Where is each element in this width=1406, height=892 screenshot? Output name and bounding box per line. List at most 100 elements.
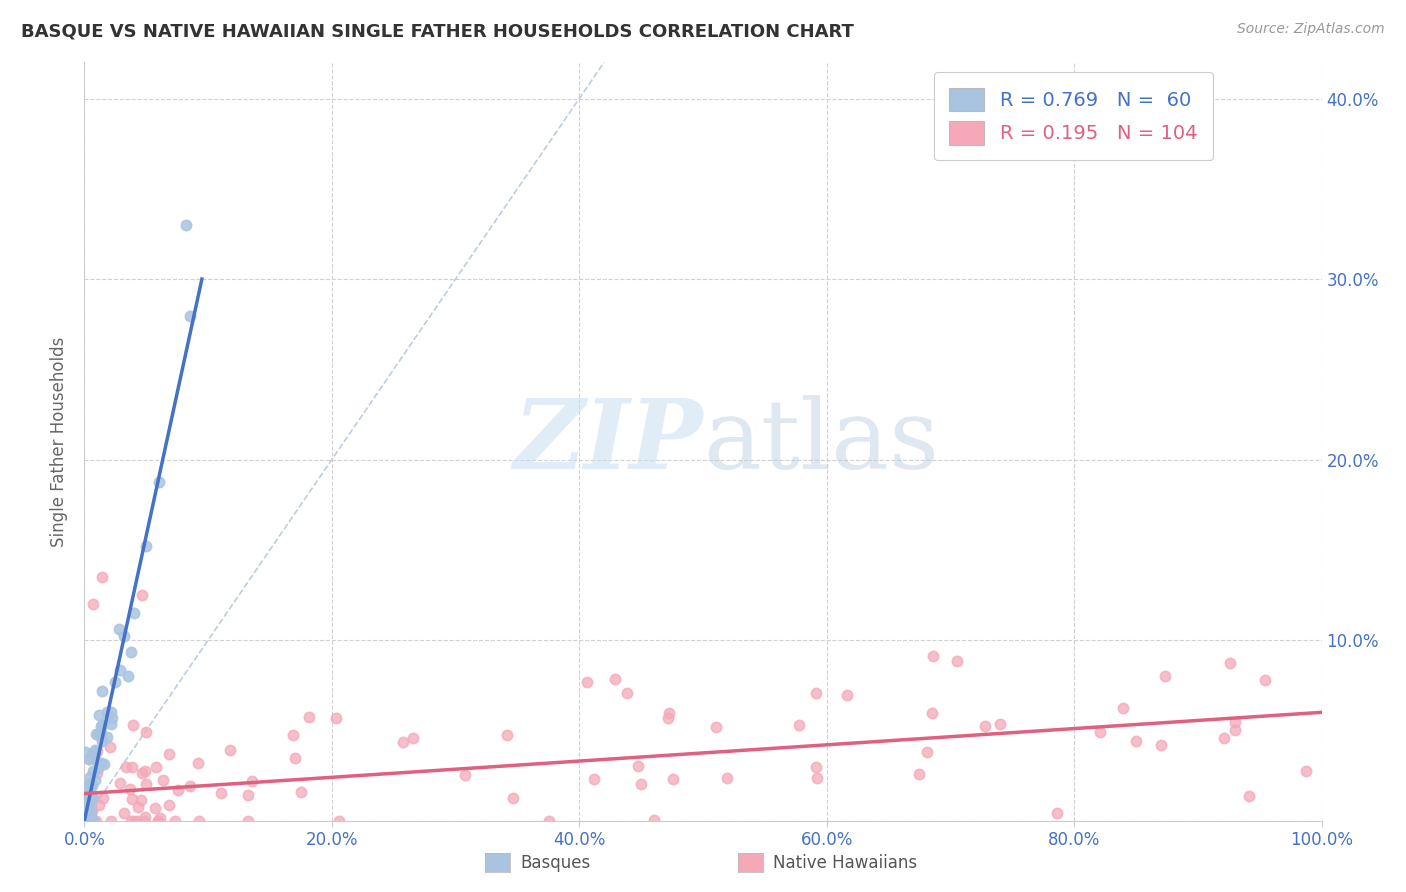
Legend: R = 0.769   N =  60, R = 0.195   N = 104: R = 0.769 N = 60, R = 0.195 N = 104 [934, 72, 1213, 161]
Point [148, 475, 170, 489]
Point [662, 772, 685, 786]
Point [283, 728, 305, 742]
Point [77, 796, 100, 810]
Point [328, 814, 350, 828]
Point [1112, 701, 1135, 715]
Text: BASQUE VS NATIVE HAWAIIAN SINGLE FATHER HOUSEHOLDS CORRELATION CHART: BASQUE VS NATIVE HAWAIIAN SINGLE FATHER … [21, 22, 853, 40]
Point [402, 731, 425, 745]
Point [90, 756, 112, 771]
Point [1125, 733, 1147, 747]
Point [83, 743, 105, 757]
Point [76, 806, 98, 821]
Point [79, 777, 101, 791]
Point [165, 814, 187, 828]
Point [76, 788, 98, 802]
Point [110, 776, 132, 790]
Point [84, 744, 107, 758]
Point [82, 814, 104, 828]
Point [121, 759, 143, 773]
Point [1295, 764, 1317, 779]
Point [284, 751, 307, 765]
Y-axis label: Single Father Households: Single Father Households [51, 336, 69, 547]
Point [75, 813, 97, 827]
Point [157, 747, 180, 762]
Point [290, 785, 312, 799]
Point [76, 814, 98, 828]
Point [236, 788, 259, 802]
Point [157, 798, 180, 813]
Point [127, 799, 149, 814]
Point [108, 622, 131, 636]
Point [1213, 731, 1236, 745]
Point [90, 733, 112, 747]
Point [908, 767, 931, 781]
Point [80, 789, 103, 803]
Point [135, 777, 157, 791]
Point [188, 814, 211, 828]
Point [145, 760, 167, 774]
Point [73, 783, 96, 797]
Point [921, 649, 943, 664]
Point [86, 744, 108, 758]
Point [75, 810, 97, 824]
Point [90, 719, 112, 733]
Point [179, 779, 201, 793]
Text: Source: ZipAtlas.com: Source: ZipAtlas.com [1237, 22, 1385, 37]
Point [131, 766, 153, 780]
Point [122, 606, 145, 620]
Point [90, 718, 112, 732]
Point [716, 771, 738, 785]
Point [187, 756, 209, 770]
Point [104, 675, 127, 690]
Point [112, 629, 135, 643]
Point [174, 218, 197, 232]
Point [537, 814, 560, 828]
Point [454, 768, 477, 782]
Point [93, 756, 115, 771]
Point [806, 771, 828, 785]
Point [80, 797, 103, 812]
Point [1046, 806, 1069, 821]
Point [146, 814, 169, 828]
Point [179, 309, 201, 323]
Point [143, 801, 166, 815]
Point [915, 745, 938, 759]
Point [297, 710, 319, 724]
Point [787, 718, 810, 732]
Point [131, 588, 153, 602]
Point [96, 705, 118, 719]
Point [134, 810, 156, 824]
Point [93, 790, 115, 805]
Point [76, 814, 98, 828]
Point [219, 742, 242, 756]
Point [73, 793, 96, 807]
Point [973, 719, 995, 733]
Point [80, 804, 103, 818]
Point [121, 792, 143, 806]
Point [1237, 789, 1260, 803]
Point [127, 814, 149, 828]
Point [135, 725, 157, 739]
Point [152, 772, 174, 787]
Point [643, 813, 665, 827]
Point [100, 705, 122, 719]
Point [1219, 656, 1241, 670]
Point [84, 747, 107, 761]
Point [100, 717, 122, 731]
Point [582, 772, 605, 787]
Point [77, 752, 100, 766]
Point [80, 780, 103, 794]
Point [704, 720, 727, 734]
Point [79, 794, 101, 808]
Point [804, 686, 827, 700]
Point [658, 706, 681, 720]
Point [75, 745, 97, 759]
Point [134, 814, 156, 828]
Point [988, 717, 1011, 731]
Point [87, 708, 110, 723]
Point [806, 760, 828, 774]
Point [112, 805, 135, 820]
Point [86, 766, 108, 780]
Point [1154, 669, 1177, 683]
Point [110, 663, 132, 677]
